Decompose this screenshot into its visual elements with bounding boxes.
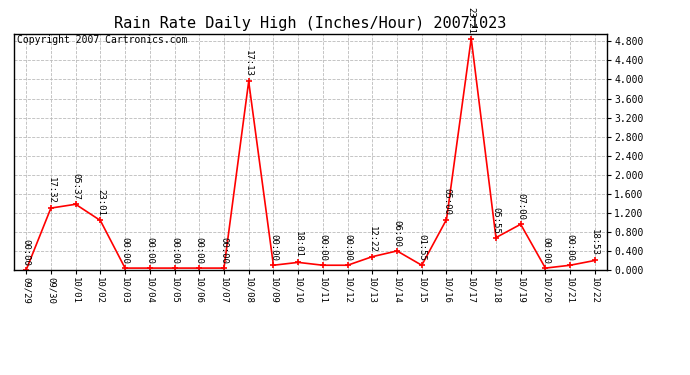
Text: 18:01: 18:01 xyxy=(294,231,303,258)
Text: 12:22: 12:22 xyxy=(368,226,377,252)
Text: 17:32: 17:32 xyxy=(46,177,55,204)
Text: 05:00: 05:00 xyxy=(442,189,451,215)
Text: 00:00: 00:00 xyxy=(146,237,155,264)
Text: 00:00: 00:00 xyxy=(219,237,228,264)
Text: Copyright 2007 Cartronics.com: Copyright 2007 Cartronics.com xyxy=(17,35,187,45)
Text: 00:00: 00:00 xyxy=(195,237,204,264)
Text: 00:00: 00:00 xyxy=(541,237,550,264)
Text: 23:21: 23:21 xyxy=(466,8,475,34)
Text: 00:00: 00:00 xyxy=(170,237,179,264)
Text: 18:53: 18:53 xyxy=(591,230,600,256)
Text: 00:00: 00:00 xyxy=(343,234,352,261)
Text: 05:37: 05:37 xyxy=(71,173,80,200)
Text: 00:00: 00:00 xyxy=(121,237,130,264)
Text: 23:01: 23:01 xyxy=(96,189,105,216)
Text: 00:00: 00:00 xyxy=(318,234,327,261)
Text: 07:00: 07:00 xyxy=(516,193,525,220)
Text: 01:55: 01:55 xyxy=(417,234,426,261)
Text: 00:00: 00:00 xyxy=(566,234,575,261)
Text: 17:13: 17:13 xyxy=(244,50,253,77)
Title: Rain Rate Daily High (Inches/Hour) 20071023: Rain Rate Daily High (Inches/Hour) 20071… xyxy=(115,16,506,31)
Text: 05:55: 05:55 xyxy=(491,207,500,234)
Text: 06:00: 06:00 xyxy=(393,220,402,247)
Text: 00:00: 00:00 xyxy=(269,234,278,261)
Text: 00:00: 00:00 xyxy=(21,239,30,266)
